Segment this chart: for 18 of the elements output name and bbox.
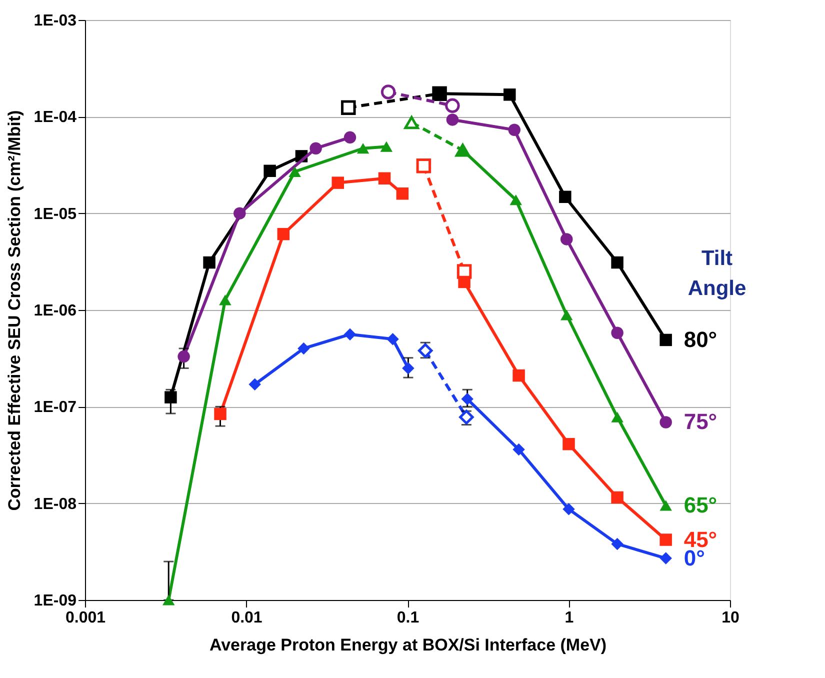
x-tick-label: 0.001 (65, 610, 106, 626)
series-label: 80° (684, 326, 718, 352)
y-tick-label: 1E-06 (34, 302, 77, 320)
y-tick-label: 1E-07 (34, 399, 77, 416)
y-tick-label: 1E-03 (34, 12, 77, 30)
y-tick-label: 1E-08 (34, 496, 77, 513)
legend-title: Tilt Angle (688, 247, 746, 300)
x-tick-label: 1 (564, 610, 574, 626)
y-tick-label: 1E-09 (34, 592, 77, 610)
y-tick-label: 1E-05 (34, 206, 77, 223)
x-tick-label: 10 (722, 610, 740, 626)
x-tick-label: 0.1 (396, 610, 420, 626)
series-label: 65° (684, 492, 718, 518)
x-axis-title: Average Proton Energy at BOX/Si Interface (MeV) (209, 636, 607, 654)
y-tick-label: 1E-04 (34, 109, 77, 126)
x-tick-label: 0.01 (231, 610, 262, 626)
series-label: 75° (684, 409, 718, 434)
y-axis-title: Corrected Effective SEU Cross Section (cm²/Mbit) (4, 110, 24, 511)
